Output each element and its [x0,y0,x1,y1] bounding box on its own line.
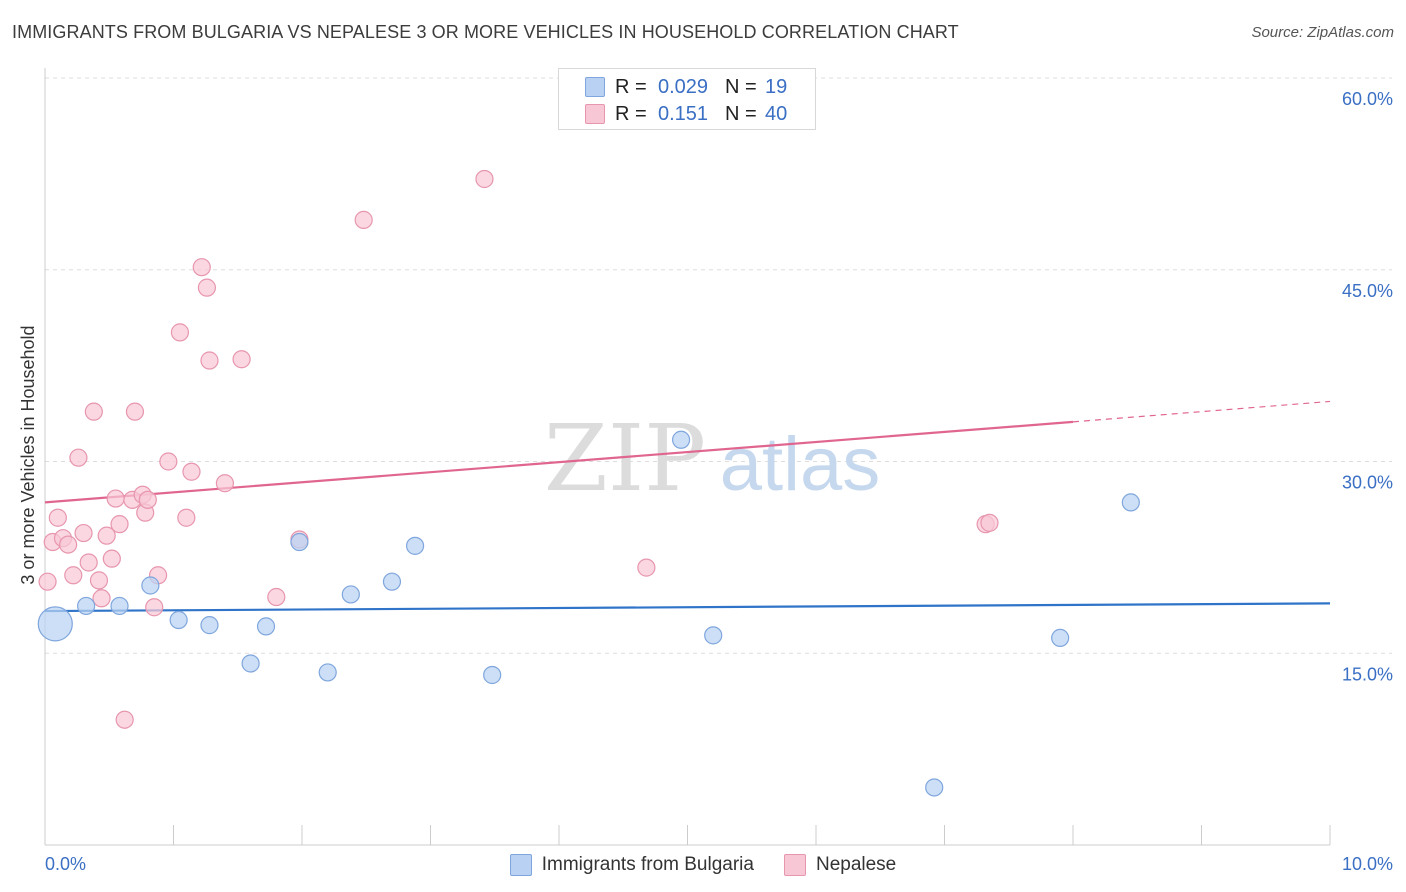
axes [44,68,1331,846]
chart-source: Source: ZipAtlas.com [1251,24,1394,41]
bulgaria-point [483,665,502,685]
bulgaria-point [77,596,96,616]
nepalese-point [145,598,164,617]
nepalese-point [637,558,656,577]
nepalese-trend-line [44,420,1074,504]
nepalese-point [170,323,190,342]
bulgaria-trend-line [44,602,1331,613]
y-tick-label: 45.0% [1342,281,1393,301]
bulgaria-swatch [585,77,605,97]
nepalese-point [354,210,373,229]
series-legend-nepalese: Nepalese [783,854,897,876]
nepalese-point [267,587,286,607]
bulgaria-point [318,663,337,682]
nepalese-point [475,169,494,189]
nepalese-trend-extension [1072,400,1331,423]
series-legend: Immigrants from Bulgaria Nepalese [0,852,1406,878]
bulgaria-point [382,572,402,591]
bulgaria-point [405,536,425,555]
y-tick-label: 30.0% [1342,473,1393,493]
nepalese-point [197,278,217,297]
bulgaria-point [37,606,73,642]
bulgaria-point [290,532,309,552]
bulgaria-point [671,430,691,449]
trend-lines [44,400,1331,613]
nepalese-point [79,553,98,572]
bulgaria-point [925,778,944,797]
bulgaria-point [1051,628,1070,648]
nepalese-point [115,710,134,729]
nepalese-point [106,489,125,508]
nepalese-point [192,258,211,277]
watermark: ZIP atlas [544,405,880,512]
nepalese-point [97,526,116,545]
bulgaria-point [141,576,160,595]
correlation-legend: R = 0.029 N = 19 R = 0.151 N = 40 [558,68,816,130]
nepalese-point [38,572,57,591]
data-points [37,169,1140,797]
nepalese-point [59,535,78,554]
bulgaria-r-value: 0.029 [657,75,709,98]
chart-title: IMMIGRANTS FROM BULGARIA VS NEPALESE 3 O… [12,22,959,42]
y-axis-label: 3 or more Vehicles in Household [18,325,38,584]
series-legend-bulgaria-label: Immigrants from Bulgaria [541,854,754,875]
bulgaria-point [169,610,188,630]
y-tick-label: 60.0% [1342,89,1393,109]
bulgaria-point [704,626,723,645]
nepalese-point [177,508,196,527]
bulgaria-n-value: 19 [765,75,788,98]
bulgaria-point [200,616,219,635]
nepalese-n-value: 40 [765,102,788,125]
nepalese-point [102,549,121,568]
nepalese-point [64,566,83,585]
nepalese-point [74,523,93,543]
bulgaria-r-label: R = [615,75,647,98]
nepalese-point [48,508,67,527]
x-tick-labels: 0.0% 10.0% [45,854,1393,874]
nepalese-point [125,402,145,421]
series-legend-bulgaria: Immigrants from Bulgaria [509,854,754,876]
nepalese-swatch [585,104,605,124]
x-tick-label: 0.0% [45,854,86,874]
nepalese-point [89,571,109,590]
watermark-zip: ZIP [544,405,706,512]
watermark-atlas: atlas [720,422,881,507]
nepalese-r-value: 0.151 [657,102,709,125]
nepalese-point [159,452,178,471]
grid-lines [45,77,1392,654]
bulgaria-point [110,596,129,616]
nepalese-point [110,515,129,534]
nepalese-point [182,462,201,481]
nepalese-point [69,448,88,467]
nepalese-point [84,402,103,421]
bulgaria-point [341,585,360,604]
nepalese-point [232,350,251,369]
nepalese-point [980,513,999,532]
bulgaria-point [256,617,276,636]
nepalese-r-label: R = [615,102,647,125]
series-legend-nepalese-swatch [783,854,806,876]
legend-row-nepalese: R = 0.151 N = 40 [585,102,801,126]
series-legend-bulgaria-swatch [509,854,532,876]
nepalese-point [200,351,219,370]
nepalese-n-label: N = [725,102,757,125]
nepalese-point [92,589,111,608]
series-legend-nepalese-label: Nepalese [815,854,897,875]
y-tick-label: 15.0% [1342,664,1393,684]
bulgaria-point [1121,493,1140,512]
bulgaria-n-label: N = [725,75,757,98]
x-tick-label: 10.0% [1342,854,1393,874]
nepalese-point [215,474,234,493]
y-tick-labels: 15.0% 30.0% 45.0% 60.0% [1342,89,1393,684]
nepalese-point [138,490,157,509]
bulgaria-point [241,654,260,673]
legend-row-bulgaria: R = 0.029 N = 19 [585,75,801,99]
